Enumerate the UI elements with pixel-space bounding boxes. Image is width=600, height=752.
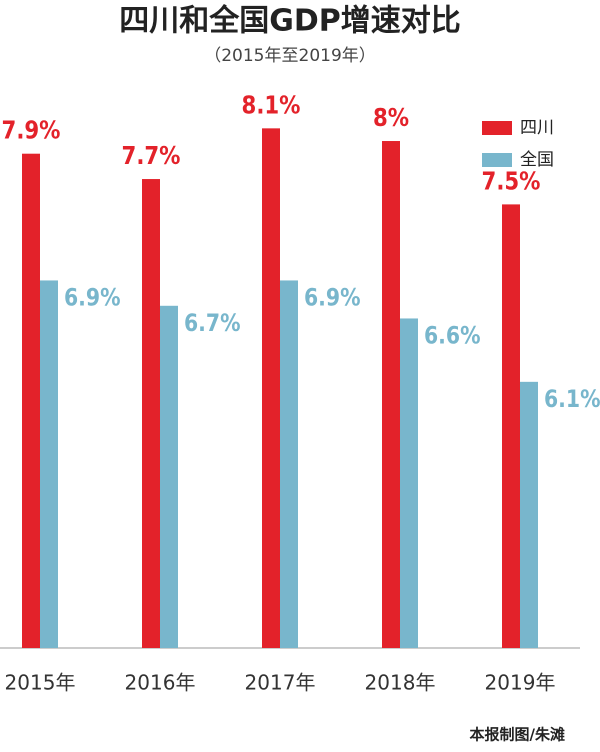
x-tick-label: 2018年 [365, 671, 436, 695]
bar [262, 128, 280, 649]
value-label: 7.5% [482, 167, 541, 196]
bar [520, 381, 538, 648]
value-label: 6.7% [184, 309, 241, 337]
value-label: 7.7% [122, 141, 181, 170]
value-label: 6.1% [544, 385, 600, 413]
bar [502, 204, 520, 648]
x-tick-label: 2019年 [485, 671, 556, 695]
value-label: 6.9% [304, 284, 361, 312]
chart-subtitle: （2015年至2019年） [204, 46, 376, 66]
chart-title: 四川和全国GDP增速对比 [119, 4, 461, 39]
bar [40, 280, 58, 648]
bar [280, 280, 298, 648]
bar [160, 305, 178, 648]
bar [382, 141, 400, 648]
bar [400, 318, 418, 648]
x-tick-label: 2015年 [5, 671, 76, 695]
legend-swatch [482, 121, 512, 135]
x-tick-label: 2017年 [245, 671, 316, 695]
bar [22, 153, 40, 648]
value-label: 6.6% [424, 322, 481, 350]
value-label: 8% [373, 103, 409, 132]
legend-label: 四川 [520, 118, 554, 138]
bar [142, 179, 160, 648]
legend-label: 全国 [520, 150, 554, 170]
credit: 本报制图/朱滩 [470, 726, 565, 744]
legend-swatch [482, 153, 512, 167]
value-label: 8.1% [242, 91, 301, 120]
value-label: 6.9% [64, 284, 121, 312]
value-label: 7.9% [2, 116, 61, 145]
x-tick-label: 2016年 [125, 671, 196, 695]
